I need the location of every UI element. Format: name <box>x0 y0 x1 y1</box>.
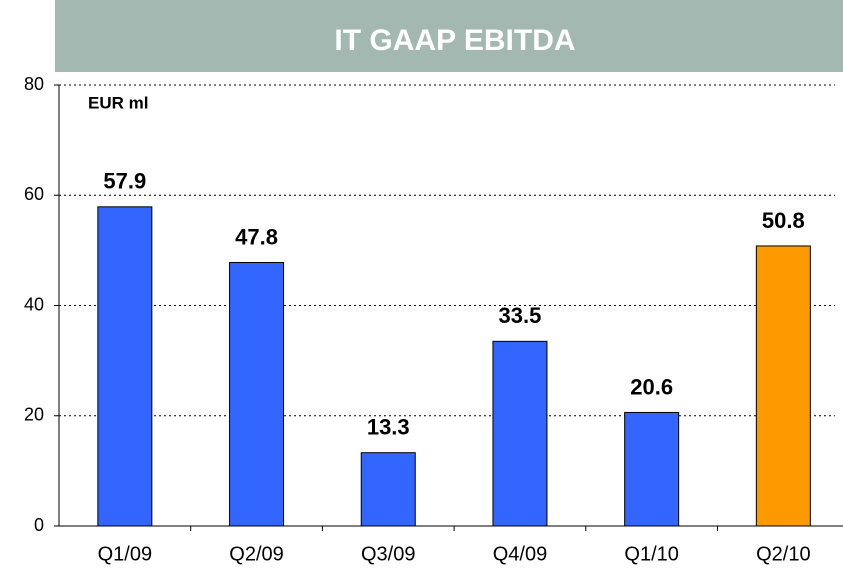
value-label: 20.6 <box>630 374 673 399</box>
bar <box>229 262 285 527</box>
value-label: 57.9 <box>103 169 146 194</box>
y-tick-label: 0 <box>34 515 44 535</box>
chart-title: IT GAAP EBITDA <box>334 24 575 57</box>
y-tick-label: 60 <box>24 184 44 204</box>
y-tick-label: 80 <box>24 74 44 94</box>
y-tick-label: 20 <box>24 405 44 425</box>
bar <box>755 245 811 527</box>
x-tick-label: Q2/09 <box>229 543 283 565</box>
bar <box>492 340 548 527</box>
unit-label: EUR ml <box>88 93 148 112</box>
title-banner <box>55 0 843 72</box>
bar <box>360 452 416 527</box>
value-label: 13.3 <box>367 414 410 439</box>
bar <box>624 411 680 527</box>
x-tick-label: Q3/09 <box>361 543 415 565</box>
value-label: 47.8 <box>235 224 278 249</box>
x-tick-label: Q2/10 <box>756 543 810 565</box>
x-tick-label: Q1/09 <box>98 543 152 565</box>
x-tick-label: Q1/10 <box>624 543 678 565</box>
y-tick-label: 40 <box>24 294 44 314</box>
value-label: 33.5 <box>499 303 542 328</box>
x-tick-label: Q4/09 <box>493 543 547 565</box>
value-label: 50.8 <box>762 208 805 233</box>
bar <box>97 206 153 527</box>
